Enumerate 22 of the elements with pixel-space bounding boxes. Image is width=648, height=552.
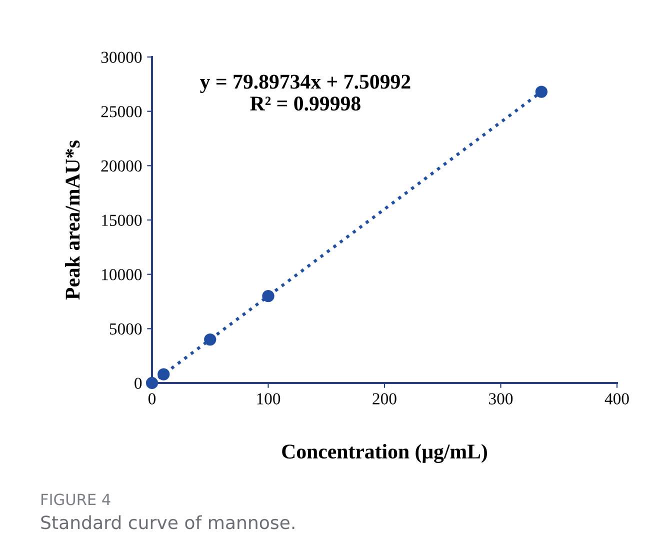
y-tick-label: 25000 <box>101 106 142 118</box>
x-tick-label: 400 <box>604 393 629 404</box>
x-axis-title: Concentration (μg/mL) <box>282 444 487 464</box>
y-tick-label: 15000 <box>102 214 142 226</box>
text: Standard curve of mannose. <box>41 515 294 530</box>
caption: FIGURE 4 <box>42 494 110 506</box>
point <box>262 290 274 302</box>
x-tick-label: 300 <box>489 393 513 404</box>
point <box>146 376 158 390</box>
y-tick-label: 5000 <box>110 323 142 335</box>
point <box>204 333 216 346</box>
x-tick-label: 100 <box>257 393 280 404</box>
x-tick-label: 200 <box>372 393 396 404</box>
y-tick-label: 10000 <box>102 269 142 280</box>
annotation: y = 79.89734x + 7.50992 R² = 0.99998 <box>200 74 410 111</box>
y-tick-label: 20000 <box>101 160 142 172</box>
y-tick-label: 30000 <box>101 52 142 63</box>
x-tick-label: 0 <box>148 393 156 404</box>
point <box>158 368 170 380</box>
y-tick-label: 0 <box>134 378 142 389</box>
point <box>535 86 548 98</box>
y-axis-title: Peak area/mAU*s <box>65 140 80 300</box>
